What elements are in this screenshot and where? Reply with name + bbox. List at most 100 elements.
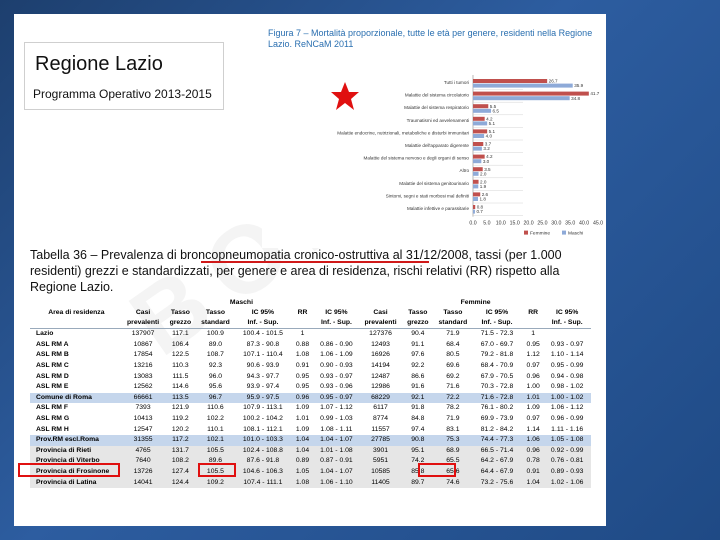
data-cell: 0.95 xyxy=(526,340,540,348)
category-label: Traumatismi ed avvelenamenti xyxy=(407,118,469,123)
header-cell: prevalenti xyxy=(127,319,160,326)
data-cell: 97.4 xyxy=(411,425,425,433)
bar-maschi xyxy=(473,83,573,88)
data-cell: 117.1 xyxy=(163,327,198,340)
bar-femmine xyxy=(473,79,548,83)
data-cell: 1.06 - 1.10 xyxy=(312,477,361,488)
header-cell: Inf. - Sup. xyxy=(247,319,279,326)
table-row: ASL RM D 13083 111.5 96.0 94.3 - 97.7 0.95 0.9… xyxy=(30,371,591,382)
data-cell: 68229 xyxy=(360,392,401,404)
data-cell: 127376 xyxy=(360,327,401,340)
area-name-cell: Provincia di Frosinone xyxy=(30,466,123,478)
header-cell: Area di residenza xyxy=(48,309,105,316)
data-cell: 27785 xyxy=(360,434,401,446)
data-cell: 74.4 - 77.3 xyxy=(470,434,523,446)
table-row: ASL RM E 12562 114.6 95.6 93.9 - 97.4 0.95 0.9… xyxy=(30,382,591,393)
data-cell: 97.6 xyxy=(411,351,425,359)
x-tick-label: 5.0 xyxy=(483,221,490,227)
data-cell: 74.6 xyxy=(434,477,471,488)
table-row: ASL RM C 13216 110.3 92.3 90.6 - 93.9 0.91 0.9… xyxy=(30,361,591,372)
data-cell: 0.89 - 0.93 xyxy=(543,466,591,478)
category-label: Malattie infettive e parassitarie xyxy=(407,206,469,211)
table-row: ASL RM A 10867 106.4 89.0 87.3 - 90.8 0.88 0.8… xyxy=(30,340,591,351)
table-row: Provincia di Latina 14041 124.4 109.2 107.4 … xyxy=(30,477,591,488)
x-tick-label: 30.0 xyxy=(551,221,561,227)
area-name-cell: ASL RM E xyxy=(36,383,69,391)
data-cell: 0.90 - 0.93 xyxy=(320,362,353,370)
data-cell: 96.0 xyxy=(208,372,223,380)
bar-value-label: 0.7 xyxy=(476,209,483,214)
category-label: Malattie endocrine, nutrizionali, metabo… xyxy=(337,130,469,135)
data-cell: 81.2 - 84.2 xyxy=(480,425,514,433)
data-cell: 102.1 xyxy=(197,434,234,446)
category-label: Malattie del sistema genitourinario xyxy=(399,181,469,186)
bar-value-label: 2.6 xyxy=(482,192,489,197)
data-cell: 108.1 - 112.1 xyxy=(243,425,283,433)
header-cell: Tasso xyxy=(205,309,225,316)
data-cell: 12493 xyxy=(371,340,390,348)
area-name-cell: Prov.RM escl.Roma xyxy=(30,434,123,446)
data-cell: 68.9 xyxy=(434,445,471,457)
data-cell: 109.2 xyxy=(197,477,234,488)
group-header-maschi: Maschi xyxy=(229,299,253,306)
figure-title: Figura 7 – Mortalità proporzionale, tutt… xyxy=(268,28,593,49)
data-cell: 0.91 xyxy=(523,466,544,478)
data-cell: 1.00 xyxy=(526,383,540,391)
logo-subtitle: Programma Operativo 2013-2015 xyxy=(33,87,212,101)
logo-title: Regione Lazio xyxy=(35,53,163,75)
data-cell: 1.09 xyxy=(295,404,310,412)
header-cell: grezzo xyxy=(169,319,192,326)
header-cell: Tasso xyxy=(408,309,428,316)
data-cell: 11405 xyxy=(360,477,401,488)
bar-maschi xyxy=(473,184,479,189)
x-tick-label: 0.0 xyxy=(469,221,476,227)
data-cell: 31355 xyxy=(122,434,164,446)
data-cell: 1.09 xyxy=(295,425,310,433)
data-cell: 111.5 xyxy=(172,372,189,380)
data-cell: 107.9 - 113.1 xyxy=(243,404,283,412)
data-cell: 1.04 - 1.07 xyxy=(312,434,361,446)
table-title: Tabella 36 – Prevalenza di broncopneumop… xyxy=(30,248,562,294)
data-cell: 95.1 xyxy=(400,445,435,457)
data-cell: 66661 xyxy=(122,392,164,404)
data-cell: 1.00 - 1.02 xyxy=(543,392,591,404)
bar-value-label: 1.9 xyxy=(480,184,487,189)
data-cell: 1.02 - 1.06 xyxy=(543,477,591,488)
data-cell: 1.09 xyxy=(526,404,540,412)
data-cell: 0.95 - 0.97 xyxy=(312,392,361,404)
data-cell: 72.2 xyxy=(434,392,471,404)
header-cell: Inf. - Sup. xyxy=(320,319,352,326)
data-cell: 13083 xyxy=(133,372,153,380)
area-name-cell: ASL RM H xyxy=(36,425,69,433)
table-row: Comune di Roma 66661 113.5 96.7 95.9 - 97.5 0… xyxy=(30,392,591,404)
data-cell: 100.4 - 101.5 xyxy=(233,327,293,340)
area-name-cell: Provincia di Viterbo xyxy=(30,456,123,467)
data-cell: 67.9 - 70.5 xyxy=(480,372,514,380)
bar-value-label: 26.7 xyxy=(549,79,558,84)
data-cell: 71.9 xyxy=(446,415,460,423)
header-cell: RR xyxy=(297,309,308,316)
table-row: Lazio 137907 117.1 100.9 100.4 - 101.5 1 12737… xyxy=(30,327,591,340)
data-cell: 0.99 - 1.03 xyxy=(320,415,353,423)
data-cell: 0.96 xyxy=(523,445,544,457)
bar-value-label: 41.7 xyxy=(590,91,599,96)
data-cell: 65.6 xyxy=(434,466,471,478)
data-cell: 90.4 xyxy=(400,327,435,340)
data-cell: 10585 xyxy=(360,466,401,478)
area-name-cell: Comune di Roma xyxy=(30,392,123,404)
data-cell: 0.96 xyxy=(292,392,313,404)
slide: BOZZA Regione Lazio Programma Operativo … xyxy=(14,14,606,526)
data-cell: 64.2 - 67.9 xyxy=(470,456,523,467)
data-cell: 0.91 xyxy=(295,362,310,370)
data-cell: 1.04 xyxy=(292,434,313,446)
header-cell: standard xyxy=(438,319,468,326)
data-cell: 71.5 - 72.3 xyxy=(470,327,523,340)
data-cell: 84.8 xyxy=(411,415,425,423)
data-cell: 91.6 xyxy=(411,383,425,391)
bar-value-label: 5.1 xyxy=(489,121,496,126)
data-cell: 0.95 xyxy=(295,383,310,391)
bar-maschi xyxy=(473,159,482,164)
data-cell: 104.6 - 106.3 xyxy=(233,466,293,478)
data-cell: 91.8 xyxy=(411,404,425,412)
data-cell: 87.6 - 91.8 xyxy=(233,456,293,467)
